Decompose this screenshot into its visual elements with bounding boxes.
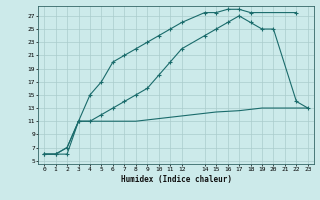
X-axis label: Humidex (Indice chaleur): Humidex (Indice chaleur) <box>121 175 231 184</box>
